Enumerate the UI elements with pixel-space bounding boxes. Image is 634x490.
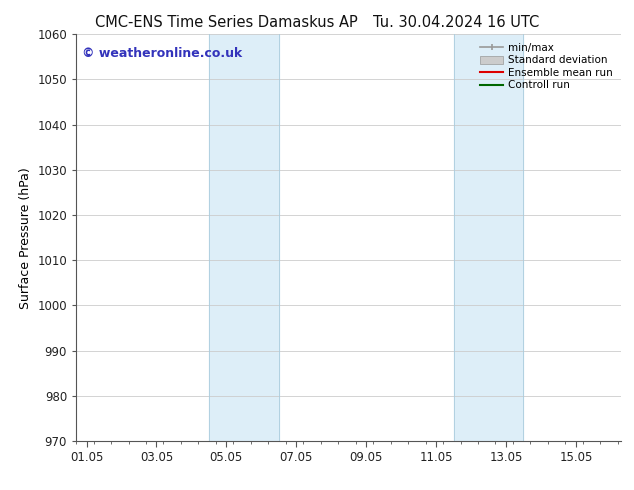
Y-axis label: Surface Pressure (hPa): Surface Pressure (hPa)	[19, 167, 32, 309]
Text: CMC-ENS Time Series Damaskus AP: CMC-ENS Time Series Damaskus AP	[95, 15, 358, 30]
Bar	[209, 34, 279, 441]
Bar	[453, 34, 524, 441]
Text: © weatheronline.co.uk: © weatheronline.co.uk	[82, 47, 242, 59]
Text: Tu. 30.04.2024 16 UTC: Tu. 30.04.2024 16 UTC	[373, 15, 539, 30]
Legend: min/max, Standard deviation, Ensemble mean run, Controll run: min/max, Standard deviation, Ensemble me…	[476, 39, 617, 95]
